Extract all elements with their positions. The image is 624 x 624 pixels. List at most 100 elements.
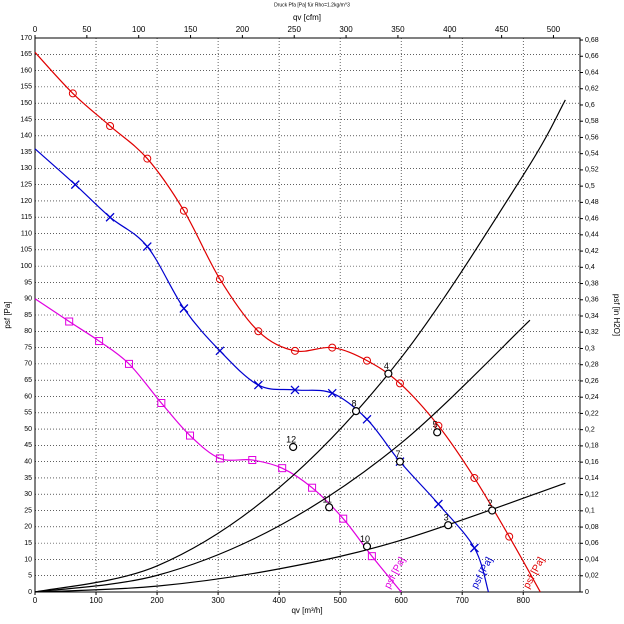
y2-tick-label: 0,24: [585, 394, 599, 401]
y2-tick-label: 0,3: [585, 345, 595, 352]
marker: [124, 359, 133, 368]
y-tick-label: 110: [21, 230, 32, 237]
operating-point: [325, 503, 334, 512]
operating-point-label: 12: [286, 434, 296, 444]
marker: [186, 431, 195, 440]
y2-tick-label: 0,2: [585, 426, 595, 433]
curve: [34, 298, 402, 593]
operating-point-label: 3: [444, 513, 449, 523]
operating-point-label: 2: [488, 498, 493, 508]
y2-tick-label: 0,46: [585, 215, 599, 222]
y-tick-label: 40: [24, 458, 32, 465]
y-tick-label: 0: [28, 589, 32, 596]
operating-point: [444, 521, 453, 530]
marker: [215, 346, 225, 356]
y2-tick-label: 0,06: [585, 540, 599, 547]
operating-point: [395, 457, 405, 466]
marker: [362, 414, 372, 424]
y-tick-label: 170: [20, 35, 32, 42]
y-tick-label: 75: [24, 344, 32, 351]
x-tick-label: 200: [150, 596, 164, 605]
y2-tick-label: 0,32: [585, 329, 599, 336]
marker: [470, 473, 479, 482]
x-tick-label: 500: [333, 596, 347, 605]
y2-tick-label: 0,52: [585, 167, 599, 174]
series-label: psf [Pa]: [470, 555, 496, 590]
x-tick-label: 800: [517, 596, 531, 605]
y2-tick-label: 0,16: [585, 459, 599, 466]
x2-tick-label: 300: [339, 25, 353, 34]
y2-tick-label: 0,48: [585, 199, 599, 206]
y-tick-label: 45: [24, 442, 32, 449]
x2-tick-label: 200: [236, 25, 250, 34]
chart-title: Druck Pfa [Pa] für Rho=1.2kg/m^3: [274, 2, 350, 8]
x2-tick-label: 500: [547, 25, 561, 34]
curve: [34, 148, 490, 593]
y2-tick-label: 0: [585, 589, 589, 596]
curve: [34, 99, 566, 593]
y2-tick-label: 0,04: [585, 556, 599, 563]
y2-tick-label: 0,36: [585, 297, 599, 304]
y-tick-label: 150: [20, 100, 32, 107]
x-tick-label: 400: [272, 596, 286, 605]
marker: [179, 206, 188, 215]
x2-tick-label: 450: [495, 25, 509, 34]
x2-tick-label: 150: [184, 25, 198, 34]
y-tick-label: 60: [24, 393, 32, 400]
marker: [179, 304, 189, 313]
y-tick-label: 35: [24, 475, 32, 482]
y2-tick-label: 0,6: [585, 102, 595, 109]
marker: [215, 275, 224, 284]
plot-frame: [34, 37, 581, 593]
y2-tick-label: 0,02: [585, 573, 599, 580]
marker: [157, 398, 166, 407]
x-axis-label: qv [m³/h]: [291, 606, 322, 615]
operating-point-label: 11: [322, 495, 331, 505]
y-tick-label: 95: [24, 279, 32, 286]
x2-tick-label: 250: [288, 25, 302, 34]
operating-point: [289, 442, 298, 452]
x2-tick-label: 400: [443, 25, 457, 34]
marker: [328, 343, 337, 352]
y-tick-label: 140: [20, 133, 32, 140]
y-tick-label: 120: [20, 198, 32, 205]
operating-point-label: 5: [433, 420, 438, 430]
x2-tick-label: 350: [391, 25, 405, 34]
marker: [106, 121, 115, 130]
y-tick-label: 70: [24, 361, 32, 368]
y-tick-label: 10: [24, 556, 32, 563]
operating-point: [351, 407, 361, 416]
y-tick-label: 125: [20, 181, 32, 188]
operating-point: [488, 506, 497, 515]
y-tick-label: 65: [24, 377, 32, 384]
marker: [363, 356, 372, 365]
y-tick-label: 105: [20, 247, 32, 254]
y-tick-label: 25: [24, 507, 32, 514]
operating-point-label: 4: [384, 361, 389, 371]
y2-tick-label: 0,58: [585, 118, 599, 125]
marker: [95, 337, 104, 346]
curve: [34, 482, 566, 593]
operating-point: [362, 542, 372, 551]
marker: [505, 532, 514, 541]
operating-point-label: 8: [352, 399, 357, 409]
y-tick-label: 165: [20, 51, 32, 58]
x2-tick-label: 100: [132, 25, 146, 34]
y2-tick-label: 0,38: [585, 280, 599, 287]
x-tick-label: 300: [211, 596, 225, 605]
y2-tick-label: 0,28: [585, 362, 599, 369]
y-tick-label: 155: [20, 84, 32, 91]
marker: [339, 514, 348, 523]
y2-tick-label: 0,4: [585, 264, 595, 271]
marker: [248, 456, 257, 465]
x-tick-label: 700: [456, 596, 470, 605]
y2-tick-label: 0,18: [585, 443, 599, 450]
marker: [395, 379, 404, 388]
y-axis-label: psf [Pa]: [3, 301, 12, 328]
marker: [143, 154, 152, 163]
y2-tick-label: 0,62: [585, 86, 599, 93]
y2-tick-label: 0,1: [585, 508, 595, 515]
marker: [367, 552, 376, 561]
marker: [290, 346, 299, 355]
